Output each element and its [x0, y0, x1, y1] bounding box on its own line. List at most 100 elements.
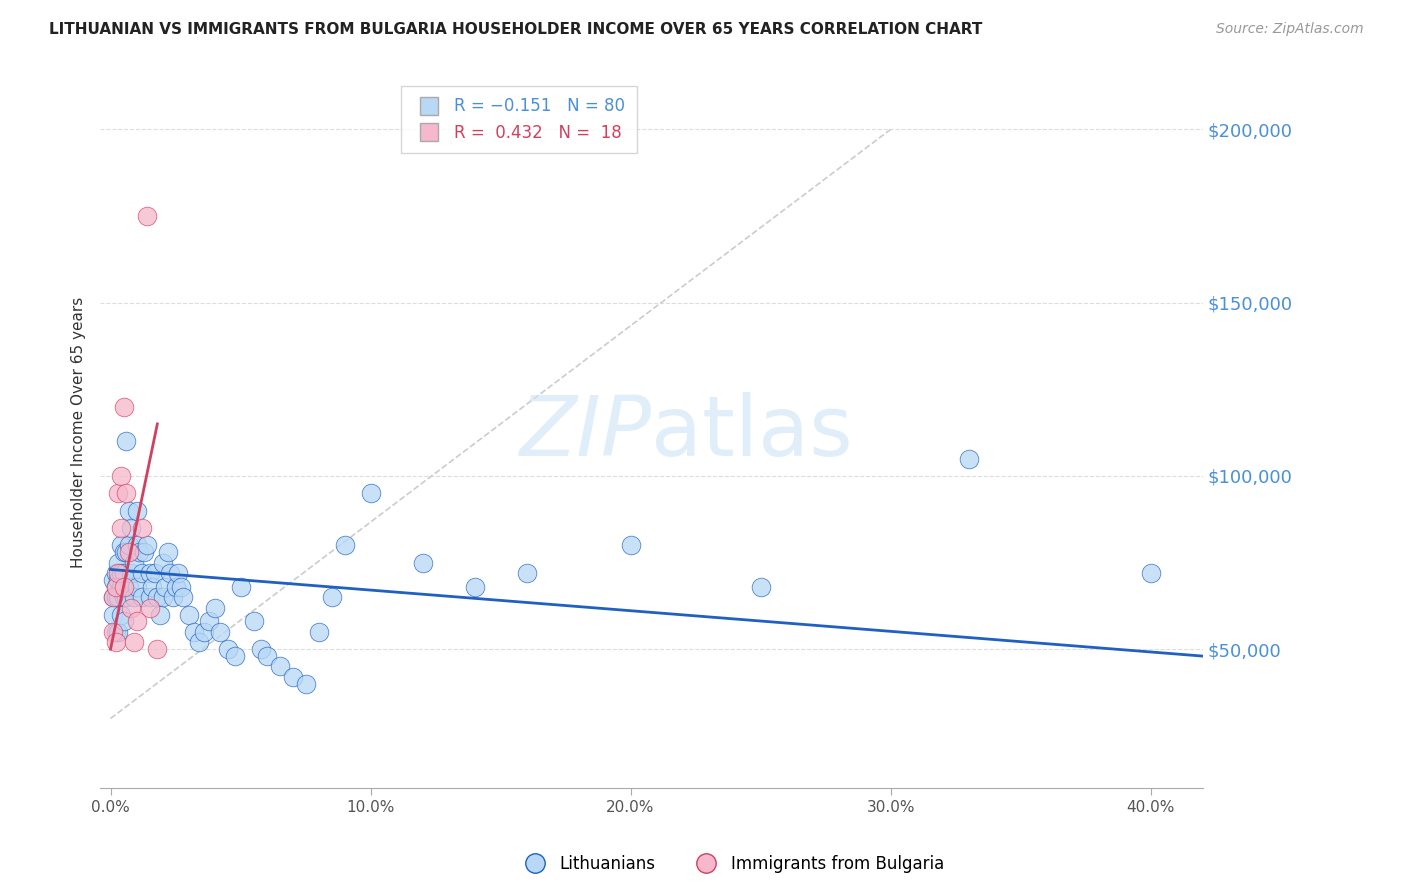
- Point: [143, 566, 166, 580]
- Point: [146, 590, 169, 604]
- Point: [183, 624, 205, 639]
- Point: [107, 624, 129, 639]
- Point: [107, 590, 129, 604]
- Point: [101, 624, 124, 639]
- Point: [412, 556, 434, 570]
- Point: [250, 642, 273, 657]
- Text: LITHUANIAN VS IMMIGRANTS FROM BULGARIA HOUSEHOLDER INCOME OVER 65 YEARS CORRELAT: LITHUANIAN VS IMMIGRANTS FROM BULGARIA H…: [49, 22, 983, 37]
- Point: [321, 590, 343, 604]
- Point: [146, 642, 169, 657]
- Point: [115, 486, 138, 500]
- Point: [104, 580, 127, 594]
- Point: [118, 580, 141, 594]
- Point: [170, 580, 193, 594]
- Point: [333, 538, 356, 552]
- Point: [110, 469, 132, 483]
- Point: [308, 624, 330, 639]
- Point: [242, 615, 264, 629]
- Point: [128, 545, 150, 559]
- Point: [120, 566, 142, 580]
- Point: [204, 600, 226, 615]
- Point: [172, 590, 194, 604]
- Point: [122, 590, 145, 604]
- Point: [177, 607, 200, 622]
- Point: [159, 566, 181, 580]
- Point: [153, 580, 176, 594]
- Point: [104, 624, 127, 639]
- Point: [122, 635, 145, 649]
- Text: ZIP: ZIP: [519, 392, 651, 473]
- Point: [136, 538, 159, 552]
- Point: [149, 607, 172, 622]
- Point: [167, 566, 190, 580]
- Point: [104, 590, 127, 604]
- Point: [112, 615, 135, 629]
- Point: [224, 649, 246, 664]
- Point: [619, 538, 641, 552]
- Point: [101, 590, 124, 604]
- Point: [110, 607, 132, 622]
- Point: [118, 503, 141, 517]
- Point: [112, 580, 135, 594]
- Point: [104, 580, 127, 594]
- Point: [101, 573, 124, 587]
- Point: [269, 659, 291, 673]
- Point: [198, 615, 221, 629]
- Point: [165, 580, 187, 594]
- Point: [141, 580, 163, 594]
- Point: [120, 600, 142, 615]
- Point: [115, 434, 138, 449]
- Point: [208, 624, 231, 639]
- Point: [112, 545, 135, 559]
- Point: [120, 521, 142, 535]
- Point: [107, 556, 129, 570]
- Point: [115, 590, 138, 604]
- Point: [156, 545, 179, 559]
- Point: [152, 590, 174, 604]
- Point: [112, 566, 135, 580]
- Point: [957, 451, 980, 466]
- Text: Source: ZipAtlas.com: Source: ZipAtlas.com: [1216, 22, 1364, 37]
- Point: [131, 566, 153, 580]
- Point: [138, 600, 160, 615]
- Point: [131, 590, 153, 604]
- Point: [1139, 566, 1161, 580]
- Point: [464, 580, 486, 594]
- Point: [110, 566, 132, 580]
- Point: [107, 486, 129, 500]
- Point: [101, 607, 124, 622]
- Point: [125, 503, 148, 517]
- Point: [110, 538, 132, 552]
- Point: [125, 615, 148, 629]
- Point: [118, 538, 141, 552]
- Point: [217, 642, 239, 657]
- Point: [110, 580, 132, 594]
- Point: [360, 486, 382, 500]
- Point: [136, 209, 159, 223]
- Point: [115, 545, 138, 559]
- Text: atlas: atlas: [651, 392, 853, 473]
- Point: [138, 590, 160, 604]
- Point: [112, 400, 135, 414]
- Point: [131, 521, 153, 535]
- Point: [125, 538, 148, 552]
- Point: [125, 580, 148, 594]
- Point: [193, 624, 215, 639]
- Point: [162, 590, 184, 604]
- Point: [749, 580, 772, 594]
- Point: [107, 573, 129, 587]
- Point: [256, 649, 278, 664]
- Point: [118, 545, 141, 559]
- Point: [104, 635, 127, 649]
- Point: [516, 566, 538, 580]
- Point: [134, 545, 156, 559]
- Point: [152, 556, 174, 570]
- Point: [104, 566, 127, 580]
- Point: [281, 670, 304, 684]
- Point: [294, 677, 316, 691]
- Point: [138, 566, 160, 580]
- Point: [122, 556, 145, 570]
- Point: [101, 590, 124, 604]
- Legend: R = −0.151   N = 80, R =  0.432   N =  18: R = −0.151 N = 80, R = 0.432 N = 18: [401, 86, 637, 153]
- Point: [187, 635, 209, 649]
